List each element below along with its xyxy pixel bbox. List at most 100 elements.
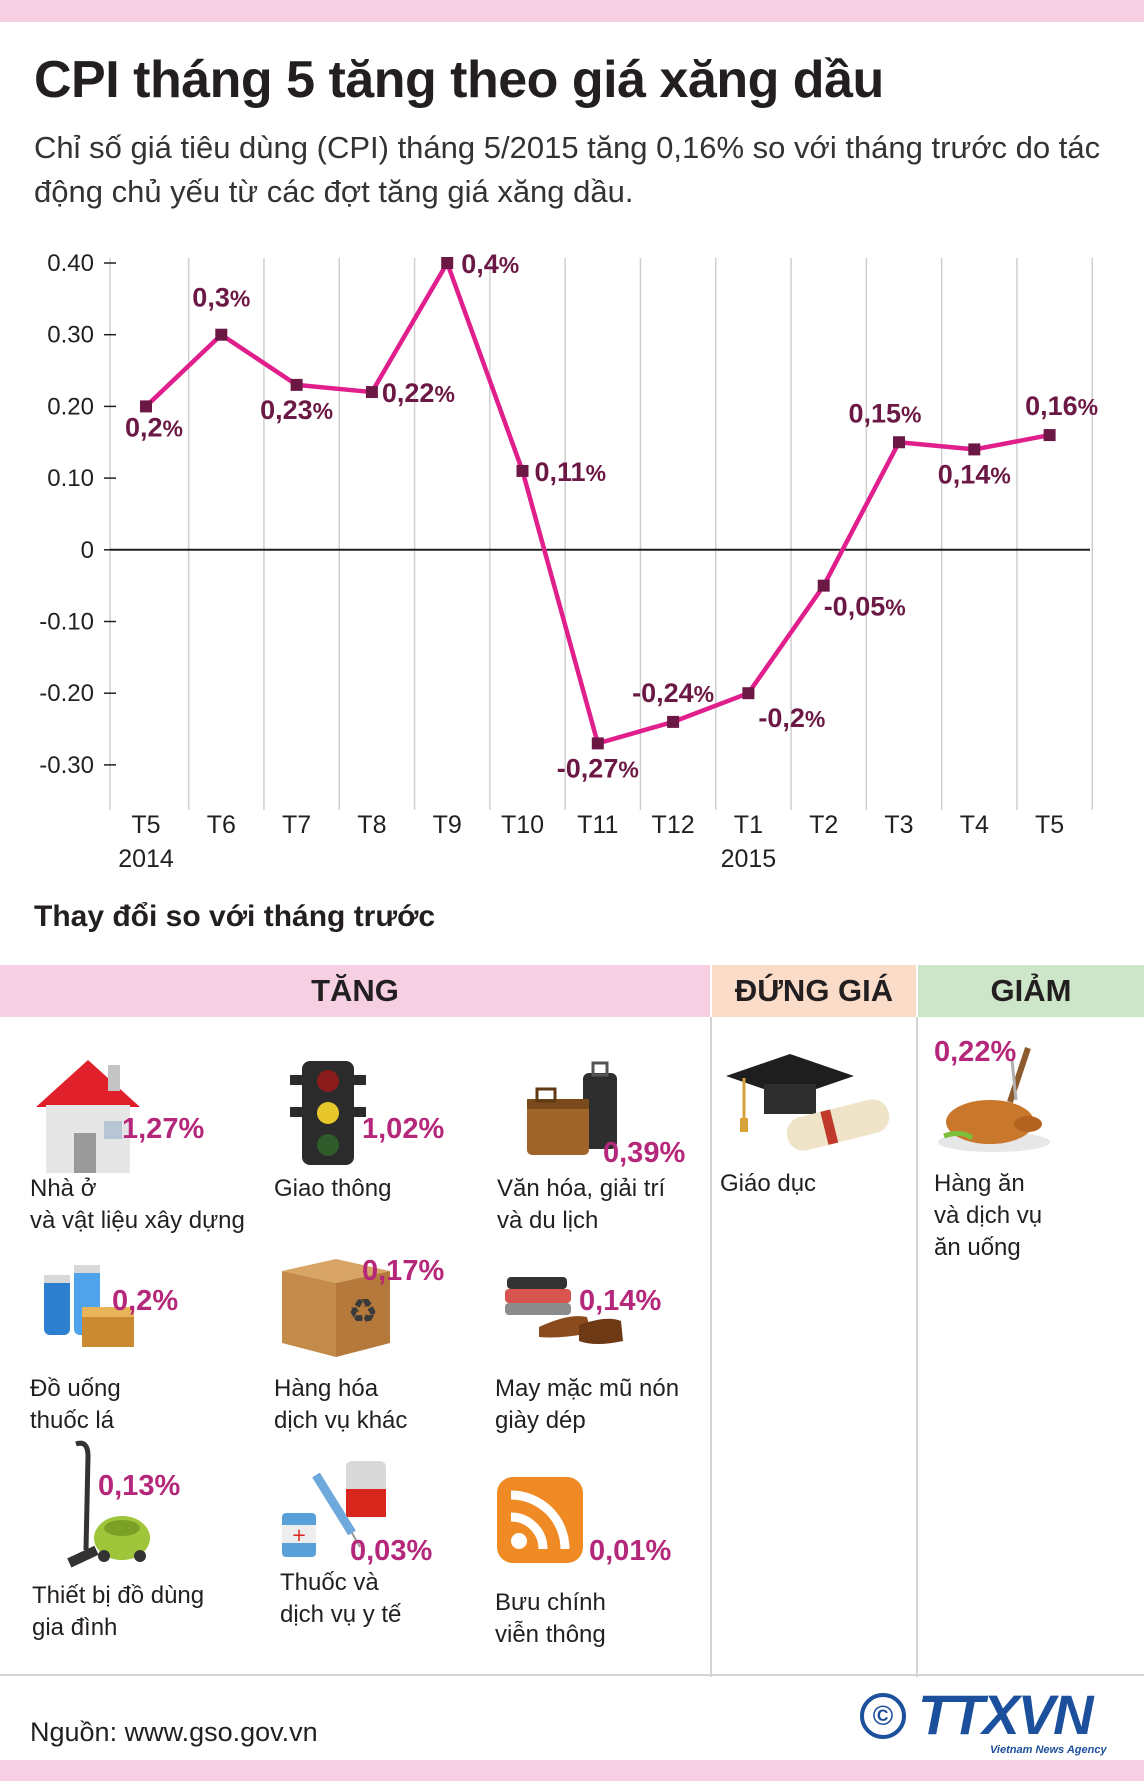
data-labels: 0,2% 0,3% 0,23% 0,22% 0,4% 0,11% -0,27% -0,24% -… — [125, 249, 1098, 783]
recycle-box-icon: ♻ — [282, 1259, 390, 1357]
x-tick-label: T5 — [1035, 811, 1064, 839]
value: 0,17% — [362, 1255, 445, 1287]
x-tick-label: T8 — [357, 811, 386, 839]
rss-icon — [497, 1477, 583, 1563]
data-marker — [215, 328, 228, 341]
label: Thuốc và dịch vụ y tế — [280, 1569, 402, 1628]
data-marker — [1043, 429, 1056, 442]
value: 0,39% — [603, 1137, 686, 1169]
y-tick-labels: 0.40 0.30 0.20 0.10 0 -0.10 -0.20 -0.30 — [39, 250, 94, 779]
bottom-decor-band — [0, 1760, 1144, 1781]
item-transport: 1,02% Giao thông — [270, 1055, 470, 1235]
data-label: -0,2% — [758, 703, 825, 733]
header-giam: GIẢM — [918, 965, 1144, 1017]
value: 0,22% — [934, 1036, 1017, 1068]
ttxvn-logo: TTXVN — [918, 1683, 1094, 1746]
data-marker — [968, 443, 981, 456]
y-tick-label: 0.40 — [47, 250, 94, 277]
value: 0,01% — [589, 1535, 672, 1567]
x-tick-label: T5 — [131, 811, 160, 839]
value: 0,14% — [579, 1285, 662, 1317]
value: 1,02% — [362, 1113, 445, 1145]
item-other-goods: ♻ 0,17% Hàng hóa dịch vụ khác — [270, 1255, 470, 1435]
label: Bưu chính viễn thông — [495, 1589, 606, 1648]
label: Đồ uống thuốc lá — [30, 1375, 121, 1434]
item-drinks: 0,2% Đồ uống thuốc lá — [28, 1255, 268, 1435]
data-label: 0,15% — [848, 398, 921, 428]
data-marker — [591, 737, 604, 750]
x-tick-label: T4 — [960, 811, 989, 839]
y-tick-label: 0.20 — [47, 393, 94, 420]
cpi-line-chart: 0.400.300.200.100-0.10-0.20-0.30 T52014T… — [39, 249, 1098, 873]
y-tick-label: 0.30 — [47, 322, 94, 349]
label: Nhà ở và vật liệu xây dựng — [30, 1175, 245, 1234]
data-marker — [742, 687, 755, 700]
data-marker — [290, 378, 303, 391]
data-label: 0,3% — [192, 283, 250, 313]
data-label: 0,16% — [1025, 391, 1098, 421]
section-title: Thay đổi so với tháng trước — [34, 900, 436, 933]
item-housing: 1,27% Nhà ở và vật liệu xây dựng — [28, 1055, 268, 1235]
label: Hàng ăn và dịch vụ ăn uống — [934, 1170, 1043, 1261]
svg-text:+: + — [291, 1525, 306, 1546]
copyright-icon: © — [860, 1693, 906, 1739]
data-marker — [516, 464, 529, 477]
medicine-icon: + — [282, 1461, 386, 1557]
x-year-label: 2014 — [118, 845, 174, 873]
value: 1,27% — [122, 1113, 205, 1145]
page-title: CPI tháng 5 tăng theo giá xăng dầu — [34, 51, 884, 109]
svg-text:♻: ♻ — [348, 1292, 378, 1332]
label: Văn hóa, giải trí và du lịch — [497, 1175, 666, 1234]
data-label: 0,11% — [535, 457, 607, 487]
value: 0,03% — [350, 1535, 433, 1567]
data-label: 0,4% — [461, 249, 519, 279]
x-tick-label: T6 — [207, 811, 236, 839]
item-medicine: + 0,03% Thuốc và dịch vụ y tế — [270, 1455, 470, 1645]
y-tick-label: 0 — [81, 537, 94, 564]
y-tick-label: 0.10 — [47, 465, 94, 492]
value: 0,13% — [98, 1470, 181, 1502]
x-tick-labels: T5 2014 T6 T7 T8 T9 T10 T11 T12 T1 2015 T2 T3 T4 T5 — [118, 811, 1064, 873]
source-note: Nguồn: www.gso.gov.vn — [30, 1717, 318, 1747]
column-divider — [710, 1017, 712, 1677]
data-marker — [667, 715, 680, 728]
item-clothing: 0,14% May mặc mũ nón giày dép — [495, 1255, 705, 1435]
vacuum-cleaner-icon — [67, 1440, 150, 1568]
header-dung-gia: ĐỨNG GIÁ — [712, 965, 916, 1017]
label: Thiết bị đồ dùng gia đình — [32, 1582, 205, 1641]
item-education: Giáo dục — [716, 1050, 914, 1230]
item-household: 0,13% Thiết bị đồ dùng gia đình — [28, 1440, 268, 1641]
drinks-icon — [44, 1265, 134, 1347]
label: Giáo dục — [720, 1170, 817, 1197]
data-label: 0,23% — [260, 395, 333, 425]
x-tick-label: T2 — [809, 811, 838, 839]
x-tick-label: T3 — [884, 811, 913, 839]
axes — [104, 258, 1090, 810]
data-label: 0,14% — [938, 459, 1011, 489]
y-tick-label: -0.30 — [39, 752, 94, 779]
data-label: 0,22% — [382, 378, 455, 408]
x-tick-label: T11 — [577, 811, 618, 839]
item-culture: 0,39% Văn hóa, giải trí và du lịch — [495, 1055, 705, 1235]
y-tick-label: -0.20 — [39, 680, 94, 707]
luggage-icon — [527, 1061, 617, 1155]
data-marker — [365, 386, 378, 399]
footer-divider — [0, 1674, 1144, 1676]
item-post-telecom: 0,01% Bưu chính viễn thông — [495, 1475, 705, 1655]
x-year-label: 2015 — [721, 845, 777, 873]
shoes-clothes-icon — [505, 1277, 623, 1344]
data-marker — [140, 400, 152, 413]
data-label: 0,2% — [125, 412, 183, 442]
data-label: -0,05% — [824, 592, 906, 622]
value: 0,2% — [112, 1285, 179, 1317]
roast-chicken-icon — [938, 1047, 1050, 1152]
header-tang: TĂNG — [0, 965, 710, 1017]
x-tick-label: T12 — [652, 811, 695, 839]
x-tick-label: T9 — [433, 811, 462, 839]
house-icon — [36, 1060, 140, 1173]
cpi-series-line — [144, 260, 1051, 746]
label: May mặc mũ nón giày dép — [495, 1375, 680, 1434]
page-subtitle: Chỉ số giá tiêu dùng (CPI) tháng 5/2015 … — [34, 130, 1101, 209]
label: Giao thông — [274, 1175, 392, 1202]
ttxvn-logo-subtext: Vietnam News Agency — [990, 1744, 1107, 1756]
